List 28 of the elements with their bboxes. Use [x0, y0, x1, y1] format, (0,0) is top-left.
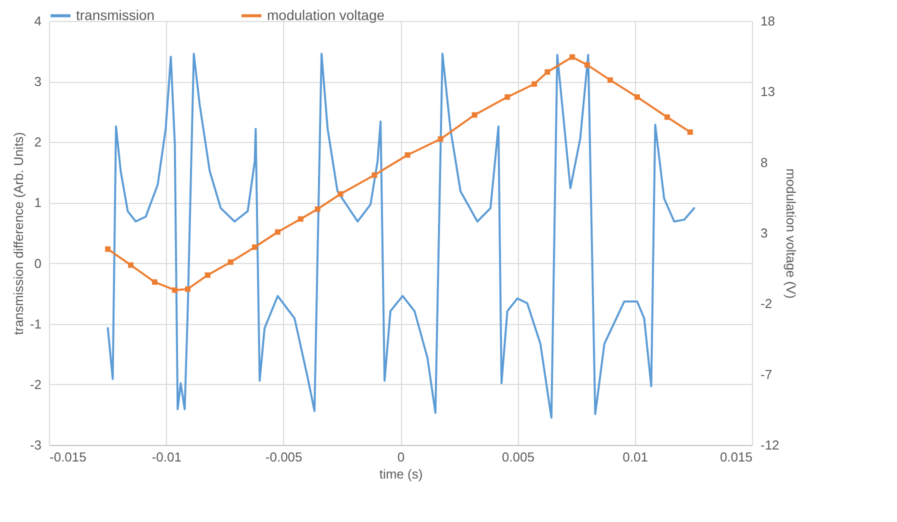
y2-tick-label: -7 [760, 366, 772, 382]
y-tick-label: 1 [34, 195, 42, 210]
legend-label: transmission [76, 6, 155, 23]
y2-tick-label: 8 [760, 154, 768, 170]
y2-tick-label: 18 [760, 14, 775, 28]
x-tick-label: 0.005 [502, 450, 534, 464]
x-tick-label: -0.015 [50, 450, 86, 464]
y-tick-label: -3 [30, 438, 42, 452]
y-tick-label: 3 [34, 74, 42, 90]
y-tick-label: 0 [34, 256, 42, 271]
line-series [106, 52, 696, 419]
y-tick-label: -2 [30, 376, 42, 392]
x-tick-label: 0 [397, 450, 405, 464]
y2-axis-title: modulation voltage (V) [783, 168, 798, 299]
y2-tick-label: -2 [760, 296, 772, 312]
legend-label: modulation voltage [267, 6, 385, 23]
y-tick-label: 4 [34, 14, 42, 28]
x-tick-label: 0.015 [720, 450, 752, 464]
y2-tick-label: 13 [760, 84, 775, 100]
x-tick-label: -0.005 [265, 450, 302, 464]
y2-tick-label: -12 [760, 438, 780, 452]
x-tick-label: -0.01 [152, 450, 182, 464]
y-tick-label: 2 [34, 134, 42, 150]
y-tick-label: -1 [30, 316, 42, 332]
y-axis-title: transmission difference (Arb. Units) [10, 132, 26, 335]
y2-tick-label: 3 [760, 226, 768, 240]
x-tick-label: 0.01 [622, 450, 648, 464]
x-axis-title: time (s) [379, 466, 423, 482]
